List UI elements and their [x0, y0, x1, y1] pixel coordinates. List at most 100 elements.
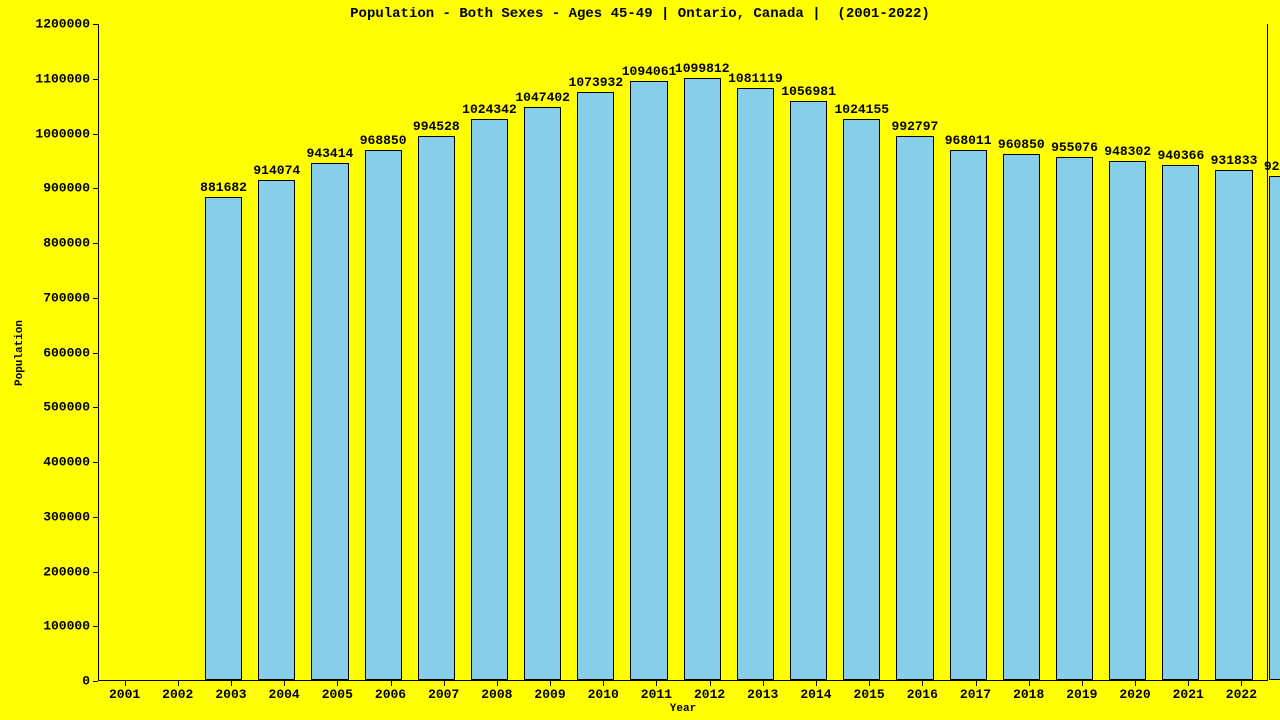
bar-rect: [1056, 157, 1093, 680]
y-tick-label: 500000: [43, 400, 90, 415]
x-tick-label: 2008: [481, 687, 512, 702]
x-tick: [550, 681, 551, 686]
bar-rect: [1269, 176, 1280, 680]
x-tick-label: 2010: [588, 687, 619, 702]
x-tick: [178, 681, 179, 686]
x-tick-label: 2018: [1013, 687, 1044, 702]
x-tick: [1029, 681, 1030, 686]
y-tick-label: 800000: [43, 236, 90, 251]
chart-title: Population - Both Sexes - Ages 45-49 | O…: [0, 6, 1280, 22]
bar-rect: [365, 150, 402, 680]
bar: 968850: [365, 150, 402, 680]
x-tick: [656, 681, 657, 686]
x-tick-label: 2011: [641, 687, 672, 702]
bar-value-label: 1073932: [569, 75, 624, 90]
bar: 1099812: [684, 78, 721, 680]
bar-value-label: 914074: [253, 163, 300, 178]
bar-value-label: 968011: [945, 133, 992, 148]
x-tick: [391, 681, 392, 686]
x-tick-label: 2012: [694, 687, 725, 702]
y-tick-label: 600000: [43, 345, 90, 360]
x-tick: [231, 681, 232, 686]
bar-value-label: 955076: [1051, 140, 1098, 155]
bar-value-label: 1094061: [622, 64, 677, 79]
x-tick-label: 2001: [109, 687, 140, 702]
bar: 968011: [950, 150, 987, 680]
y-tick-label: 1200000: [35, 17, 90, 32]
bar-rect: [790, 101, 827, 680]
bar-value-label: 948302: [1104, 144, 1151, 159]
bar: 943414: [311, 163, 348, 680]
y-tick-label: 200000: [43, 564, 90, 579]
bar-rect: [737, 88, 774, 680]
bar: 1024155: [843, 119, 880, 680]
y-tick: [93, 572, 98, 573]
bar-rect: [630, 81, 667, 680]
bar-value-label: 931833: [1211, 153, 1258, 168]
x-tick: [1241, 681, 1242, 686]
y-tick-label: 400000: [43, 455, 90, 470]
bar-value-label: 1056981: [781, 84, 836, 99]
bar-rect: [1162, 165, 1199, 680]
bar-value-label: 940366: [1157, 148, 1204, 163]
bar-value-label: 960850: [998, 137, 1045, 152]
x-tick-label: 2013: [747, 687, 778, 702]
plot-area: 881682 914074 943414 968850 994528 1024342104…: [98, 24, 1268, 681]
y-tick: [93, 79, 98, 80]
bar: 960850: [1003, 154, 1040, 680]
bar-rect: [1215, 170, 1252, 680]
bar-rect: [205, 197, 242, 680]
bar-rect: [418, 136, 455, 681]
y-tick-label: 300000: [43, 509, 90, 524]
bar-rect: [1109, 161, 1146, 680]
bar-rect: [950, 150, 987, 680]
bar-rect: [577, 92, 614, 680]
bar: 1073932: [577, 92, 614, 680]
bar: 914074: [258, 180, 295, 680]
bar-value-label: 881682: [200, 180, 247, 195]
x-tick: [1188, 681, 1189, 686]
y-tick-label: 900000: [43, 181, 90, 196]
bar-value-label: 968850: [360, 133, 407, 148]
x-tick-label: 2002: [162, 687, 193, 702]
bar-value-label: 921119: [1264, 159, 1280, 174]
x-axis-label: Year: [670, 703, 696, 715]
x-tick-label: 2021: [1173, 687, 1204, 702]
y-tick: [93, 24, 98, 25]
bar-value-label: 1047402: [515, 90, 570, 105]
bar-rect: [258, 180, 295, 680]
x-tick-label: 2017: [960, 687, 991, 702]
bar: 1056981: [790, 101, 827, 680]
bar-value-label: 1024342: [462, 102, 517, 117]
chart-container: Population - Both Sexes - Ages 45-49 | O…: [0, 0, 1280, 720]
bar: 948302: [1109, 161, 1146, 680]
x-tick: [497, 681, 498, 686]
x-tick: [1135, 681, 1136, 686]
y-tick: [93, 188, 98, 189]
bar: 921119: [1269, 176, 1280, 680]
bar: 1094061: [630, 81, 667, 680]
bar: 955076: [1056, 157, 1093, 680]
y-tick: [93, 298, 98, 299]
x-tick: [603, 681, 604, 686]
y-tick: [93, 243, 98, 244]
bar-rect: [843, 119, 880, 680]
x-tick-label: 2004: [269, 687, 300, 702]
x-tick: [816, 681, 817, 686]
bar-rect: [684, 78, 721, 680]
x-tick: [337, 681, 338, 686]
bar-value-label: 1099812: [675, 61, 730, 76]
y-tick: [93, 626, 98, 627]
bar: 881682: [205, 197, 242, 680]
bar-value-label: 1024155: [834, 102, 889, 117]
x-tick-label: 2005: [322, 687, 353, 702]
x-tick-label: 2022: [1226, 687, 1257, 702]
x-tick-label: 2020: [1119, 687, 1150, 702]
bar: 1081119: [737, 88, 774, 680]
x-tick: [922, 681, 923, 686]
x-tick-label: 2019: [1066, 687, 1097, 702]
bar: 931833: [1215, 170, 1252, 680]
bar-value-label: 1081119: [728, 71, 783, 86]
bar: 994528: [418, 136, 455, 681]
x-tick-label: 2009: [534, 687, 565, 702]
